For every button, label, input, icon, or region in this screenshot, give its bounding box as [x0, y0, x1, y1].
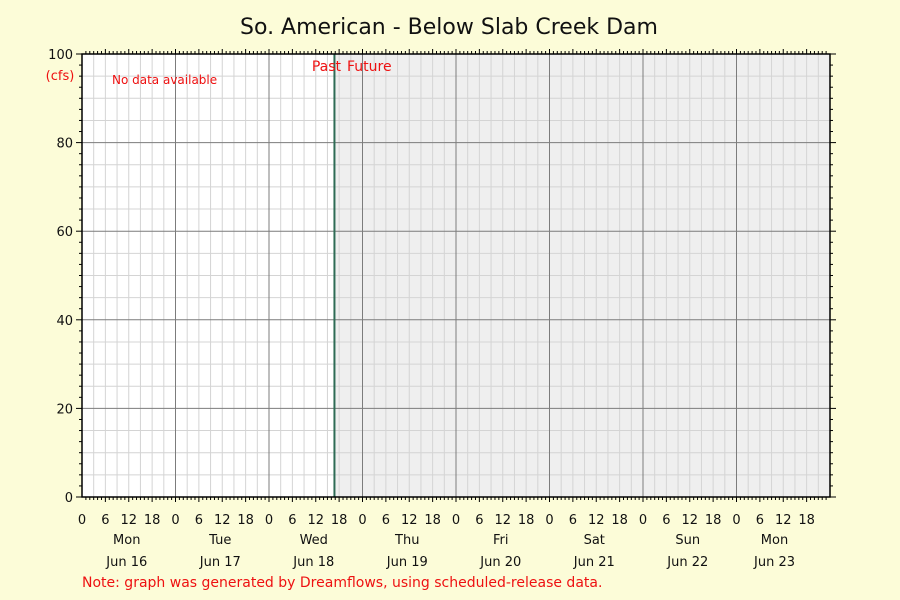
x-hour-label: 12	[775, 513, 792, 528]
y-axis: 0 20 40 60 80 100	[48, 48, 73, 506]
x-hour-label: 18	[518, 513, 535, 528]
x-date-label: Jun 19	[386, 555, 428, 570]
y-tick-label: 0	[65, 491, 73, 506]
footnote: Note: graph was generated by Dreamflows,…	[82, 575, 602, 591]
x-hour-label: 0	[639, 513, 647, 528]
x-day-label: Wed	[300, 533, 328, 548]
y-tick-label: 20	[56, 402, 73, 417]
x-day-label: Tue	[208, 533, 231, 548]
x-hour-label: 6	[662, 513, 670, 528]
x-hour-label: 18	[705, 513, 722, 528]
x-day-label: Sat	[584, 533, 605, 548]
x-hour-label: 18	[331, 513, 348, 528]
y-tick-label: 40	[56, 314, 73, 329]
no-data-message: No data available	[112, 73, 217, 87]
x-hour-label: 6	[569, 513, 577, 528]
grid-lines	[82, 54, 830, 497]
x-hour-label: 0	[452, 513, 460, 528]
x-date-label: Jun 22	[666, 555, 708, 570]
plot-frame	[76, 49, 836, 502]
x-day-label: Fri	[493, 533, 509, 548]
y-tick-label: 100	[48, 48, 73, 63]
x-hour-label: 6	[382, 513, 390, 528]
x-axis: 0 6 12 18 0 6 12 18 0 6 12 18 0 6 12 18 0 6 12 18 0 6 12 18 0 6 12…	[78, 513, 815, 570]
x-hour-label: 0	[545, 513, 553, 528]
x-hour-label: 6	[288, 513, 296, 528]
x-date-label: Jun 20	[479, 555, 521, 570]
x-hour-label: 12	[681, 513, 698, 528]
x-hour-label: 18	[424, 513, 441, 528]
x-hour-label: 0	[732, 513, 740, 528]
x-hour-label: 6	[195, 513, 203, 528]
chart-title: So. American - Below Slab Creek Dam	[240, 15, 658, 40]
x-day-label: Mon	[113, 533, 140, 548]
x-hour-label: 18	[144, 513, 161, 528]
x-hour-label: 0	[78, 513, 86, 528]
future-label: Future	[347, 59, 392, 75]
y-tick-label: 80	[56, 137, 73, 152]
x-hour-label: 0	[358, 513, 366, 528]
y-axis-label: (cfs)	[46, 69, 75, 84]
x-hour-label: 12	[494, 513, 511, 528]
x-date-label: Jun 16	[105, 555, 147, 570]
x-hour-label: 12	[120, 513, 137, 528]
x-hour-label: 6	[101, 513, 109, 528]
x-hour-label: 12	[401, 513, 418, 528]
x-hour-label: 12	[588, 513, 605, 528]
x-hour-label: 6	[756, 513, 764, 528]
x-day-label: Mon	[761, 533, 788, 548]
x-hour-label: 12	[307, 513, 324, 528]
x-date-label: Jun 21	[573, 555, 615, 570]
x-hour-label: 18	[237, 513, 254, 528]
y-tick-label: 60	[56, 225, 73, 240]
x-hour-label: 6	[475, 513, 483, 528]
past-label: Past	[312, 59, 342, 75]
x-date-label: Jun 17	[199, 555, 241, 570]
x-date-label: Jun 18	[292, 555, 334, 570]
x-day-label: Sun	[675, 533, 700, 548]
x-hour-label: 12	[214, 513, 231, 528]
x-hour-label: 0	[265, 513, 273, 528]
x-day-label: Thu	[394, 533, 419, 548]
x-hour-label: 18	[798, 513, 815, 528]
x-hour-label: 0	[171, 513, 179, 528]
x-date-label: Jun 23	[753, 555, 795, 570]
x-hour-label: 18	[611, 513, 628, 528]
